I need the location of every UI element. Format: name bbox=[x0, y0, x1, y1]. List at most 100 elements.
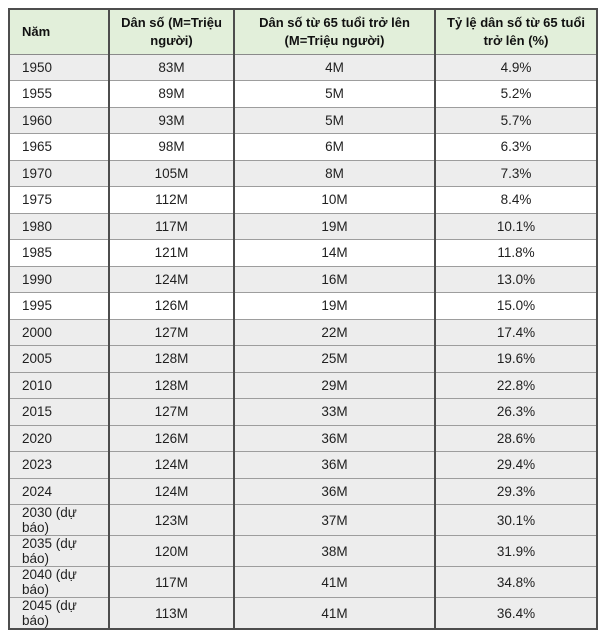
cell-population: 117M bbox=[108, 212, 235, 240]
cell-population: 112M bbox=[108, 186, 235, 214]
cell-year: 1975 bbox=[8, 186, 110, 214]
cell-pop65: 19M bbox=[233, 292, 436, 320]
cell-pop65: 6M bbox=[233, 133, 436, 161]
cell-pop65: 5M bbox=[233, 106, 436, 134]
table-row: 2035 (dự báo) 120M 38M 31.9% bbox=[8, 535, 598, 567]
cell-percent65: 29.4% bbox=[434, 451, 598, 479]
cell-percent65: 36.4% bbox=[434, 597, 598, 630]
cell-percent65: 13.0% bbox=[434, 265, 598, 293]
cell-population: 98M bbox=[108, 133, 235, 161]
cell-percent65: 5.2% bbox=[434, 80, 598, 108]
cell-population: 83M bbox=[108, 53, 235, 81]
table-row: 2040 (dự báo) 117M 41M 34.8% bbox=[8, 566, 598, 598]
cell-percent65: 19.6% bbox=[434, 345, 598, 373]
cell-population: 126M bbox=[108, 292, 235, 320]
cell-pop65: 5M bbox=[233, 80, 436, 108]
cell-percent65: 28.6% bbox=[434, 424, 598, 452]
cell-year: 2024 bbox=[8, 477, 110, 505]
cell-percent65: 8.4% bbox=[434, 186, 598, 214]
cell-pop65: 4M bbox=[233, 53, 436, 81]
cell-year: 2023 bbox=[8, 451, 110, 479]
cell-percent65: 15.0% bbox=[434, 292, 598, 320]
cell-percent65: 5.7% bbox=[434, 106, 598, 134]
cell-year: 1955 bbox=[8, 80, 110, 108]
cell-year: 2015 bbox=[8, 398, 110, 426]
cell-population: 127M bbox=[108, 318, 235, 346]
cell-pop65: 8M bbox=[233, 159, 436, 187]
cell-percent65: 22.8% bbox=[434, 371, 598, 399]
cell-pop65: 36M bbox=[233, 451, 436, 479]
cell-year: 2010 bbox=[8, 371, 110, 399]
table-row: 1990 124M 16M 13.0% bbox=[8, 265, 598, 293]
cell-percent65: 17.4% bbox=[434, 318, 598, 346]
table-row: 2045 (dự báo) 113M 41M 36.4% bbox=[8, 597, 598, 630]
cell-percent65: 34.8% bbox=[434, 566, 598, 598]
header-pop65: Dân số từ 65 tuổi trở lên (M=Triệu người… bbox=[233, 8, 436, 55]
cell-year: 2030 (dự báo) bbox=[8, 504, 110, 536]
cell-pop65: 25M bbox=[233, 345, 436, 373]
cell-population: 89M bbox=[108, 80, 235, 108]
table-row: 2000 127M 22M 17.4% bbox=[8, 318, 598, 346]
cell-population: 127M bbox=[108, 398, 235, 426]
cell-pop65: 33M bbox=[233, 398, 436, 426]
cell-pop65: 16M bbox=[233, 265, 436, 293]
cell-year: 2020 bbox=[8, 424, 110, 452]
table-row: 1975 112M 10M 8.4% bbox=[8, 186, 598, 214]
cell-population: 93M bbox=[108, 106, 235, 134]
cell-pop65: 14M bbox=[233, 239, 436, 267]
table-row: 2024 124M 36M 29.3% bbox=[8, 477, 598, 505]
table-row: 1980 117M 19M 10.1% bbox=[8, 212, 598, 240]
cell-year: 1965 bbox=[8, 133, 110, 161]
table-row: 2030 (dự báo) 123M 37M 30.1% bbox=[8, 504, 598, 536]
table-row: 1970 105M 8M 7.3% bbox=[8, 159, 598, 187]
cell-percent65: 26.3% bbox=[434, 398, 598, 426]
cell-pop65: 41M bbox=[233, 597, 436, 630]
cell-population: 121M bbox=[108, 239, 235, 267]
cell-year: 1995 bbox=[8, 292, 110, 320]
header-row: Năm Dân số (M=Triệu người) Dân số từ 65 … bbox=[8, 8, 598, 55]
cell-pop65: 36M bbox=[233, 424, 436, 452]
cell-pop65: 19M bbox=[233, 212, 436, 240]
table-row: 1960 93M 5M 5.7% bbox=[8, 106, 598, 134]
table-row: 2010 128M 29M 22.8% bbox=[8, 371, 598, 399]
cell-population: 128M bbox=[108, 345, 235, 373]
cell-percent65: 29.3% bbox=[434, 477, 598, 505]
cell-population: 124M bbox=[108, 265, 235, 293]
table-row: 1965 98M 6M 6.3% bbox=[8, 133, 598, 161]
cell-population: 105M bbox=[108, 159, 235, 187]
cell-pop65: 36M bbox=[233, 477, 436, 505]
cell-population: 124M bbox=[108, 451, 235, 479]
cell-year: 2040 (dự báo) bbox=[8, 566, 110, 598]
cell-year: 1970 bbox=[8, 159, 110, 187]
cell-year: 1985 bbox=[8, 239, 110, 267]
cell-population: 113M bbox=[108, 597, 235, 630]
table-row: 1995 126M 19M 15.0% bbox=[8, 292, 598, 320]
cell-pop65: 37M bbox=[233, 504, 436, 536]
cell-percent65: 10.1% bbox=[434, 212, 598, 240]
cell-pop65: 10M bbox=[233, 186, 436, 214]
header-year: Năm bbox=[8, 8, 110, 55]
cell-population: 117M bbox=[108, 566, 235, 598]
cell-year: 2045 (dự báo) bbox=[8, 597, 110, 630]
cell-percent65: 4.9% bbox=[434, 53, 598, 81]
table-row: 1950 83M 4M 4.9% bbox=[8, 53, 598, 81]
cell-population: 120M bbox=[108, 535, 235, 567]
cell-year: 1960 bbox=[8, 106, 110, 134]
cell-year: 2005 bbox=[8, 345, 110, 373]
cell-percent65: 31.9% bbox=[434, 535, 598, 567]
table-row: 1985 121M 14M 11.8% bbox=[8, 239, 598, 267]
cell-population: 126M bbox=[108, 424, 235, 452]
table-row: 2015 127M 33M 26.3% bbox=[8, 398, 598, 426]
cell-population: 124M bbox=[108, 477, 235, 505]
table-row: 1955 89M 5M 5.2% bbox=[8, 80, 598, 108]
cell-population: 123M bbox=[108, 504, 235, 536]
cell-percent65: 30.1% bbox=[434, 504, 598, 536]
cell-pop65: 22M bbox=[233, 318, 436, 346]
cell-percent65: 11.8% bbox=[434, 239, 598, 267]
cell-year: 2035 (dự báo) bbox=[8, 535, 110, 567]
cell-population: 128M bbox=[108, 371, 235, 399]
cell-pop65: 41M bbox=[233, 566, 436, 598]
header-percent65: Tỷ lệ dân số từ 65 tuổi trở lên (%) bbox=[434, 8, 598, 55]
table-row: 2005 128M 25M 19.6% bbox=[8, 345, 598, 373]
